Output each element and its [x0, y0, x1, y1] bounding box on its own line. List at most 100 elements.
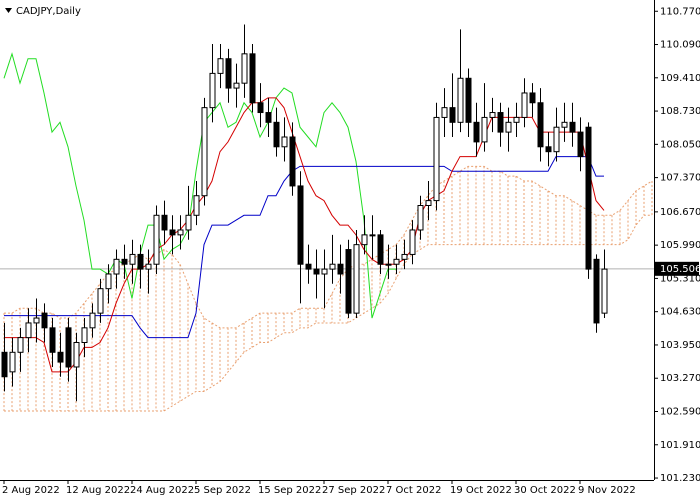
x-tick-label: 2 Aug 2022	[2, 485, 60, 496]
candle-body	[521, 92, 528, 118]
y-tick-label: 102.590	[660, 406, 700, 417]
x-tick-label: 7 Oct 2022	[386, 485, 441, 496]
candle-body	[113, 258, 120, 275]
y-tick-label: 109.410	[660, 73, 700, 84]
x-tick-label: 19 Oct 2022	[450, 485, 512, 496]
candle-body	[265, 112, 272, 123]
kijun-line	[4, 156, 604, 339]
candle-body	[121, 258, 128, 265]
candle-body	[369, 234, 376, 237]
y-tick-label: 108.730	[660, 106, 700, 117]
candle-body	[201, 107, 208, 197]
current-price-label: 105.506	[660, 264, 700, 275]
candle-body	[33, 317, 40, 324]
candle-body	[129, 253, 136, 265]
plot-area	[0, 24, 654, 412]
candle-body	[145, 263, 152, 270]
tenkan-line	[4, 97, 605, 373]
candle-body	[433, 116, 440, 202]
candle-body	[513, 116, 520, 123]
candle-body	[393, 258, 400, 265]
candle-body	[481, 116, 488, 143]
candle-body	[585, 126, 592, 270]
candle-body	[105, 273, 112, 290]
current-price-box	[655, 261, 699, 276]
x-tick-label: 12 Aug 2022	[66, 485, 130, 496]
candle-body	[537, 102, 544, 148]
candle-body	[449, 107, 456, 123]
candle-body	[601, 268, 608, 314]
candle-body	[337, 263, 344, 275]
candle-body	[457, 77, 464, 123]
candle-body	[545, 146, 552, 153]
candle-body	[353, 244, 360, 314]
candle-body	[257, 102, 264, 114]
candle-body	[417, 205, 424, 231]
y-tick-label: 104.630	[660, 307, 700, 318]
menu-triangle[interactable]	[5, 8, 12, 13]
candle-body	[57, 351, 64, 363]
y-tick-label: 107.370	[660, 173, 700, 184]
candle-body	[1, 351, 8, 378]
candle-body	[233, 82, 240, 89]
x-tick-label: 5 Sep 2022	[194, 485, 251, 496]
x-tick-label: 9 Nov 2022	[578, 485, 636, 496]
x-tick-label: 15 Sep 2022	[258, 485, 321, 496]
y-tick-label: 103.270	[660, 373, 700, 384]
candle-body	[193, 195, 200, 216]
y-tick-label: 105.990	[660, 240, 700, 251]
candle-body	[529, 92, 536, 104]
y-tick-label: 101.910	[660, 440, 700, 451]
candle-body	[409, 229, 416, 255]
candle-body	[385, 263, 392, 266]
candle-body	[497, 112, 504, 133]
candle-body	[289, 136, 296, 187]
y-tick-label: 103.950	[660, 340, 700, 351]
y-tick-label: 105.310	[660, 273, 700, 284]
candle-body	[17, 337, 24, 353]
candle-body	[361, 234, 368, 246]
candle-body	[553, 126, 560, 153]
candle-body	[505, 121, 512, 133]
x-tick-label: 27 Sep 2022	[322, 485, 385, 496]
candle-body	[593, 258, 600, 324]
candle-body	[161, 214, 168, 231]
candle-body	[65, 327, 72, 368]
candle-body	[169, 229, 176, 236]
candle-body	[473, 121, 480, 143]
x-tick-label: 24 Aug 2022	[130, 485, 194, 496]
candle-body	[225, 58, 232, 89]
candle-body	[321, 268, 328, 275]
candle-body	[489, 112, 496, 118]
candle-body	[9, 351, 16, 373]
candle-body	[377, 234, 384, 265]
candle-body	[241, 53, 248, 84]
candle-body	[273, 121, 280, 148]
candle-body	[177, 229, 184, 236]
candle-body	[25, 322, 32, 339]
candle-body	[569, 121, 576, 133]
candle-body	[81, 327, 88, 344]
x-tick-label: 30 Oct 2022	[514, 485, 576, 496]
candle-body	[561, 121, 568, 128]
candle-body	[217, 58, 224, 74]
candle-body	[97, 288, 104, 314]
candle-body	[577, 131, 584, 158]
y-tick-label: 101.230	[660, 473, 700, 484]
y-tick-label: 106.670	[660, 207, 700, 218]
span_b-line	[4, 214, 652, 412]
candle-body	[153, 214, 160, 265]
candle-body	[297, 185, 304, 265]
candle-body	[73, 342, 80, 368]
candle-body	[209, 72, 216, 109]
candle-body	[137, 253, 144, 270]
chart-title: CADJPY,Daily	[16, 6, 81, 17]
candle-body	[185, 214, 192, 231]
candle-body	[305, 263, 312, 270]
candle-body	[345, 249, 352, 314]
span_a-line	[4, 165, 653, 329]
candle-body	[313, 268, 320, 275]
candle-body	[401, 253, 408, 260]
